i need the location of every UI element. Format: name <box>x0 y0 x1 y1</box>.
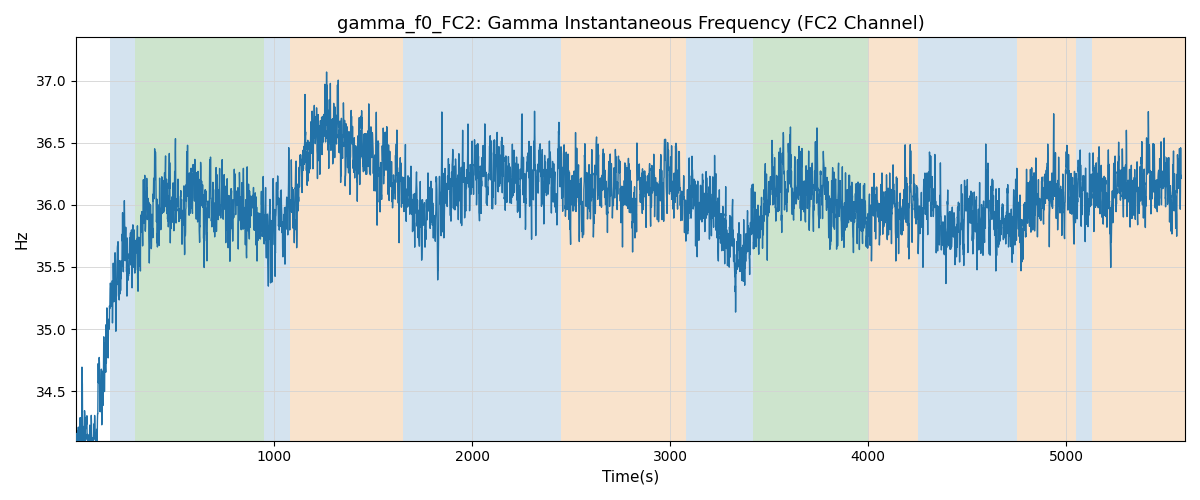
Bar <box>868 38 918 440</box>
Bar <box>290 38 403 440</box>
Title: gamma_f0_FC2: Gamma Instantaneous Frequency (FC2 Channel): gamma_f0_FC2: Gamma Instantaneous Freque… <box>337 15 924 34</box>
Bar <box>754 38 868 440</box>
Bar <box>686 38 754 440</box>
Bar <box>1016 38 1076 440</box>
Bar <box>1092 38 1186 440</box>
Bar <box>1076 38 1092 440</box>
Bar <box>136 38 264 440</box>
Bar <box>562 38 686 440</box>
Bar <box>264 38 290 440</box>
Bar <box>109 38 136 440</box>
Bar <box>403 38 562 440</box>
X-axis label: Time(s): Time(s) <box>602 470 659 485</box>
Bar <box>918 38 1016 440</box>
Y-axis label: Hz: Hz <box>14 230 30 249</box>
